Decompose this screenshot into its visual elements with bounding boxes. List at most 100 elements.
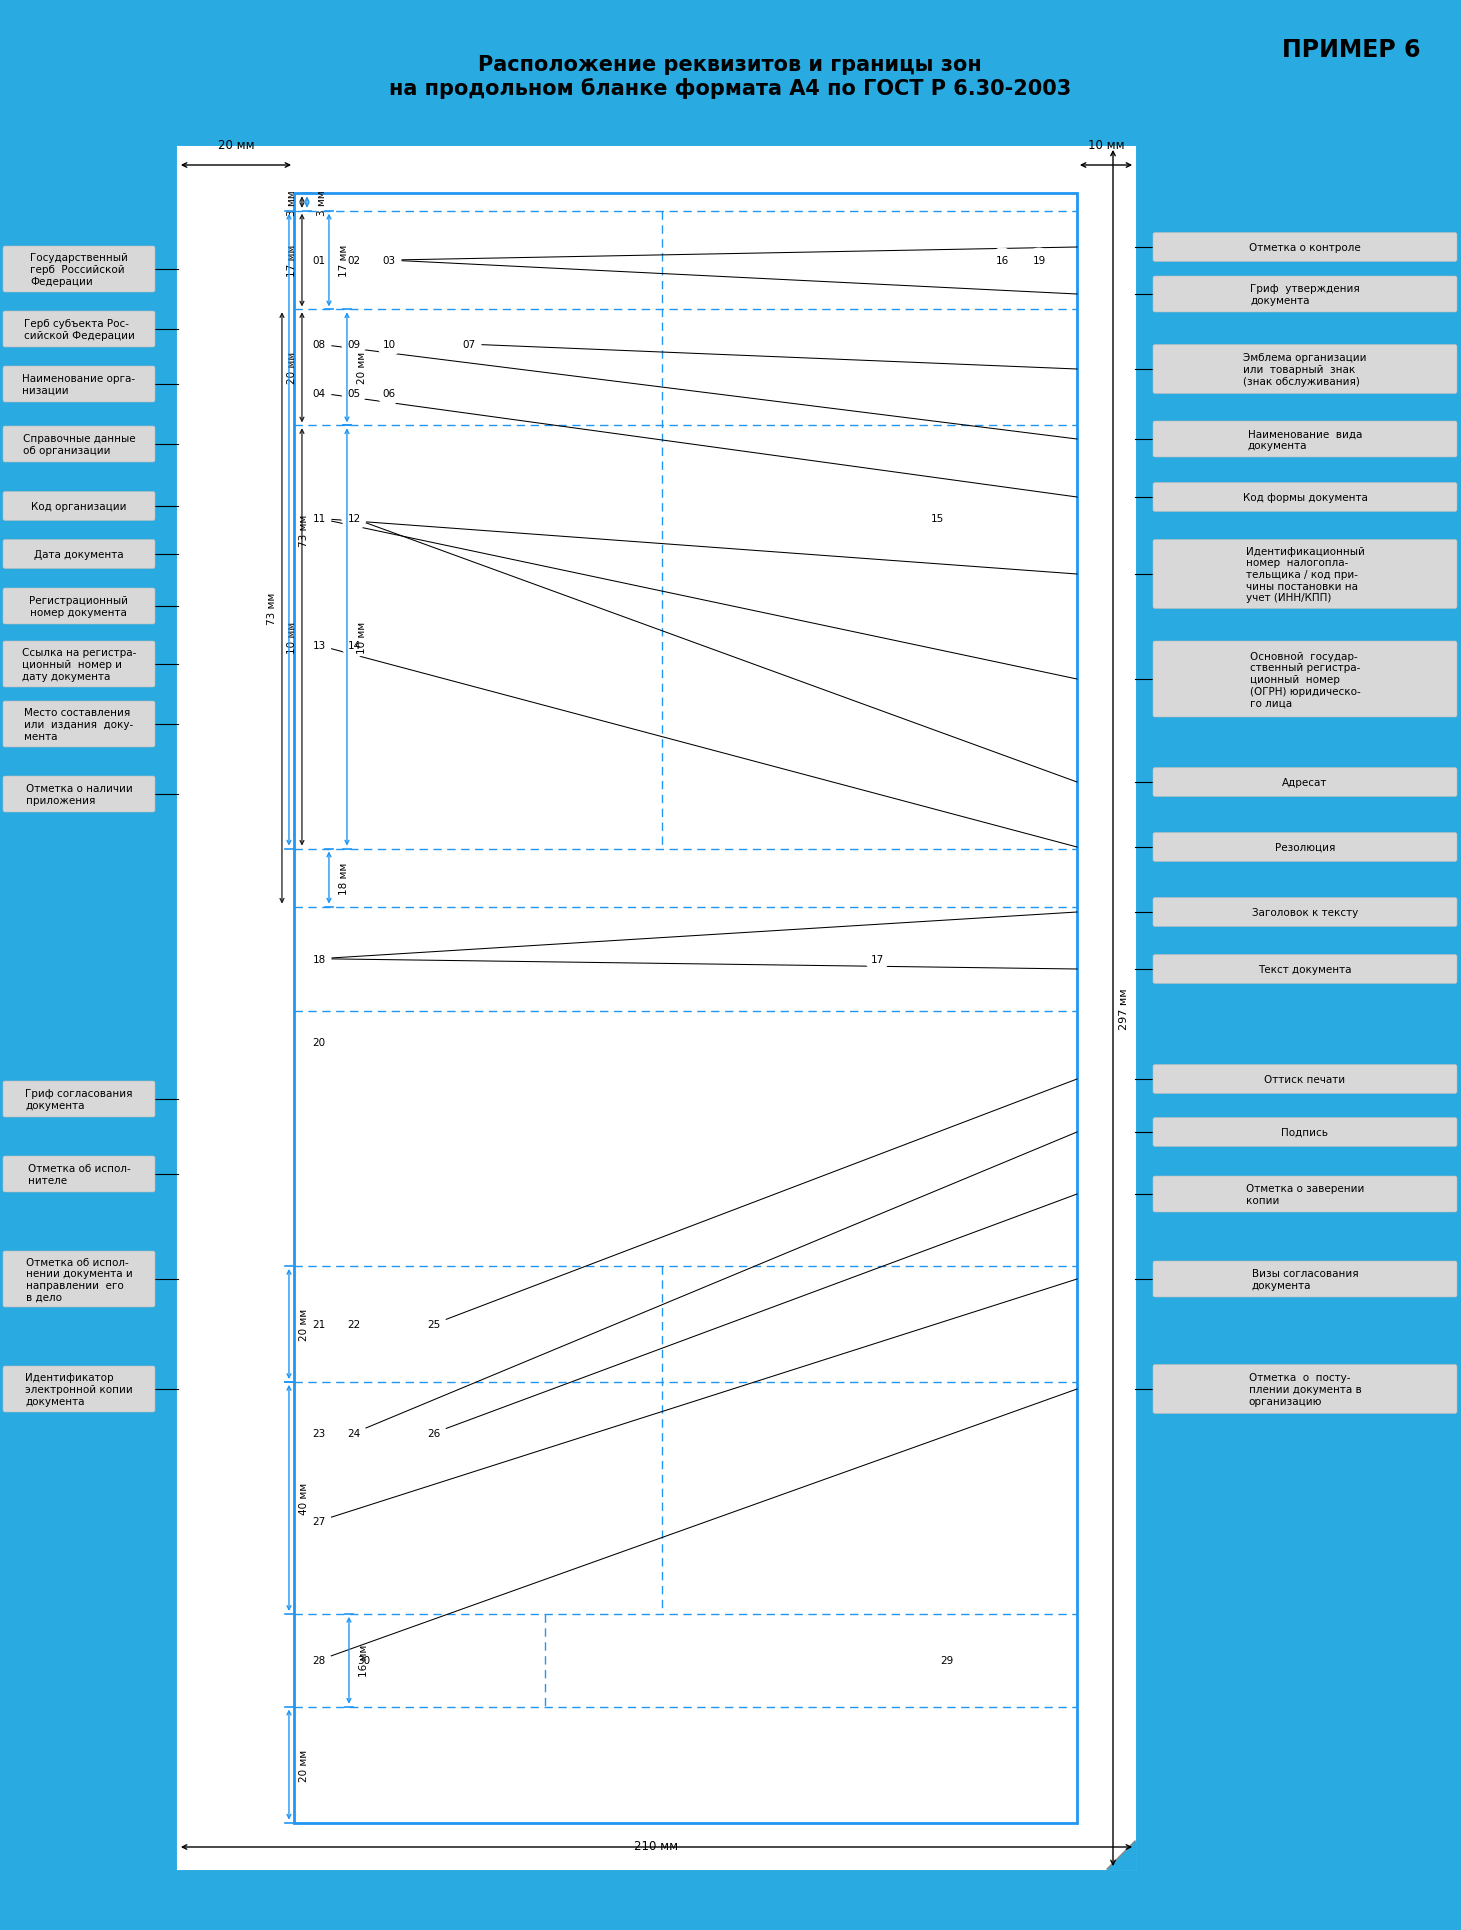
Text: 16 мм: 16 мм bbox=[359, 1644, 370, 1677]
FancyBboxPatch shape bbox=[1153, 834, 1457, 863]
Bar bbox=[178, 149, 1135, 1868]
Text: Оттиск печати: Оттиск печати bbox=[1264, 1075, 1346, 1085]
Circle shape bbox=[307, 1509, 332, 1532]
Text: 73 мм: 73 мм bbox=[267, 593, 278, 625]
Text: Отметка о наличии
приложения: Отметка о наличии приложения bbox=[26, 784, 133, 805]
Text: 09: 09 bbox=[348, 340, 361, 349]
Text: Отметка об испол-
нителе: Отметка об испол- нителе bbox=[28, 1164, 130, 1185]
FancyBboxPatch shape bbox=[3, 1081, 155, 1117]
Text: Справочные данные
об организации: Справочные данные об организации bbox=[23, 434, 136, 455]
Circle shape bbox=[307, 1648, 332, 1673]
Circle shape bbox=[342, 508, 365, 531]
Circle shape bbox=[342, 635, 365, 658]
Text: 05: 05 bbox=[348, 388, 361, 400]
Text: Отметка  о  посту-
плении документа в
организацию: Отметка о посту- плении документа в орга… bbox=[1249, 1372, 1362, 1405]
Circle shape bbox=[865, 948, 890, 971]
Text: 21: 21 bbox=[313, 1320, 326, 1330]
Text: 13: 13 bbox=[313, 641, 326, 650]
Text: Наименование орга-
низации: Наименование орга- низации bbox=[22, 374, 136, 396]
Text: 297 мм: 297 мм bbox=[1119, 988, 1129, 1029]
Circle shape bbox=[307, 249, 332, 272]
FancyBboxPatch shape bbox=[3, 1156, 155, 1193]
Circle shape bbox=[307, 948, 332, 971]
FancyBboxPatch shape bbox=[3, 589, 155, 625]
Text: 40 мм: 40 мм bbox=[300, 1482, 308, 1515]
Text: Регистрационный
номер документа: Регистрационный номер документа bbox=[29, 596, 129, 618]
Text: 15: 15 bbox=[931, 513, 944, 525]
Text: 22: 22 bbox=[348, 1320, 361, 1330]
FancyBboxPatch shape bbox=[1153, 540, 1457, 610]
Circle shape bbox=[307, 334, 332, 357]
Circle shape bbox=[1027, 249, 1050, 272]
Text: Наименование  вида
документа: Наименование вида документа bbox=[1248, 428, 1362, 450]
Text: 20 мм: 20 мм bbox=[356, 351, 367, 384]
Circle shape bbox=[352, 1648, 375, 1673]
FancyBboxPatch shape bbox=[3, 703, 155, 747]
Text: Код формы документа: Код формы документа bbox=[1242, 492, 1367, 502]
Text: 12: 12 bbox=[348, 513, 361, 525]
FancyBboxPatch shape bbox=[1153, 276, 1457, 313]
Text: 27: 27 bbox=[313, 1517, 326, 1527]
Text: 20 мм: 20 мм bbox=[218, 139, 254, 152]
Text: 28: 28 bbox=[313, 1656, 326, 1666]
Text: Ссылка на регистра-
ционный  номер и
дату документа: Ссылка на регистра- ционный номер и дату… bbox=[22, 648, 136, 681]
FancyBboxPatch shape bbox=[3, 247, 155, 293]
Text: Подпись: Подпись bbox=[1281, 1127, 1328, 1137]
Text: 17 мм: 17 мм bbox=[339, 245, 349, 278]
Text: 04: 04 bbox=[313, 388, 326, 400]
Text: 16: 16 bbox=[995, 257, 1008, 266]
Text: 10 мм: 10 мм bbox=[356, 621, 367, 654]
Circle shape bbox=[925, 508, 950, 531]
Text: 14: 14 bbox=[348, 641, 361, 650]
Text: Герб субъекта Рос-
сийской Федерации: Герб субъекта Рос- сийской Федерации bbox=[23, 318, 134, 340]
Circle shape bbox=[342, 249, 365, 272]
Text: 17: 17 bbox=[871, 953, 884, 965]
Circle shape bbox=[342, 1312, 365, 1336]
Text: 06: 06 bbox=[383, 388, 396, 400]
Circle shape bbox=[307, 1312, 332, 1336]
Circle shape bbox=[422, 1312, 446, 1336]
Text: 08: 08 bbox=[313, 340, 326, 349]
FancyBboxPatch shape bbox=[1153, 1117, 1457, 1146]
Text: 20: 20 bbox=[313, 1036, 326, 1046]
Text: 3 мм: 3 мм bbox=[317, 191, 327, 216]
Bar bbox=[294, 195, 1077, 1822]
Text: 29: 29 bbox=[941, 1656, 954, 1666]
Text: Гриф  утверждения
документа: Гриф утверждения документа bbox=[1251, 284, 1360, 305]
FancyBboxPatch shape bbox=[1153, 768, 1457, 797]
FancyBboxPatch shape bbox=[1153, 897, 1457, 926]
Text: Расположение реквизитов и границы зон
на продольном бланке формата А4 по ГОСТ Р : Расположение реквизитов и границы зон на… bbox=[389, 54, 1071, 98]
Text: 10: 10 bbox=[383, 340, 396, 349]
FancyBboxPatch shape bbox=[3, 427, 155, 463]
Text: Идентификационный
номер  налогопла-
тельщика / код при-
чины постановки на
учет : Идентификационный номер налогопла- тельщ… bbox=[1246, 546, 1365, 602]
Text: 30: 30 bbox=[358, 1656, 371, 1666]
Text: Эмблема организации
или  товарный  знак
(знак обслуживания): Эмблема организации или товарный знак (з… bbox=[1243, 353, 1366, 386]
Text: Резолюция: Резолюция bbox=[1275, 843, 1335, 853]
Text: Адресат: Адресат bbox=[1283, 778, 1328, 787]
FancyBboxPatch shape bbox=[1153, 423, 1457, 457]
Text: Гриф согласования
документа: Гриф согласования документа bbox=[25, 1089, 133, 1110]
Text: 25: 25 bbox=[427, 1320, 441, 1330]
FancyBboxPatch shape bbox=[1153, 345, 1457, 394]
Text: Дата документа: Дата документа bbox=[34, 550, 124, 560]
Text: Заголовок к тексту: Заголовок к тексту bbox=[1252, 907, 1359, 917]
Text: Основной  государ-
ственный регистра-
ционный  номер
(ОГРН) юридическо-
го лица: Основной государ- ственный регистра- цио… bbox=[1249, 652, 1360, 708]
Circle shape bbox=[342, 382, 365, 405]
Circle shape bbox=[307, 1031, 332, 1054]
FancyBboxPatch shape bbox=[3, 313, 155, 347]
Text: 20 мм: 20 мм bbox=[286, 351, 297, 384]
Text: Место составления
или  издания  доку-
мента: Место составления или издания доку- мент… bbox=[25, 708, 133, 741]
FancyBboxPatch shape bbox=[3, 492, 155, 521]
Circle shape bbox=[377, 249, 400, 272]
Text: 26: 26 bbox=[427, 1428, 441, 1438]
Text: 02: 02 bbox=[348, 257, 361, 266]
Circle shape bbox=[377, 382, 400, 405]
FancyBboxPatch shape bbox=[1153, 1262, 1457, 1297]
Text: 18: 18 bbox=[313, 953, 326, 965]
Text: 210 мм: 210 мм bbox=[634, 1839, 678, 1853]
Circle shape bbox=[422, 1420, 446, 1446]
Text: 03: 03 bbox=[383, 257, 396, 266]
Text: Отметка об испол-
нении документа и
направлении  его
в дело: Отметка об испол- нении документа и напр… bbox=[26, 1256, 133, 1301]
Circle shape bbox=[307, 508, 332, 531]
FancyBboxPatch shape bbox=[3, 540, 155, 569]
